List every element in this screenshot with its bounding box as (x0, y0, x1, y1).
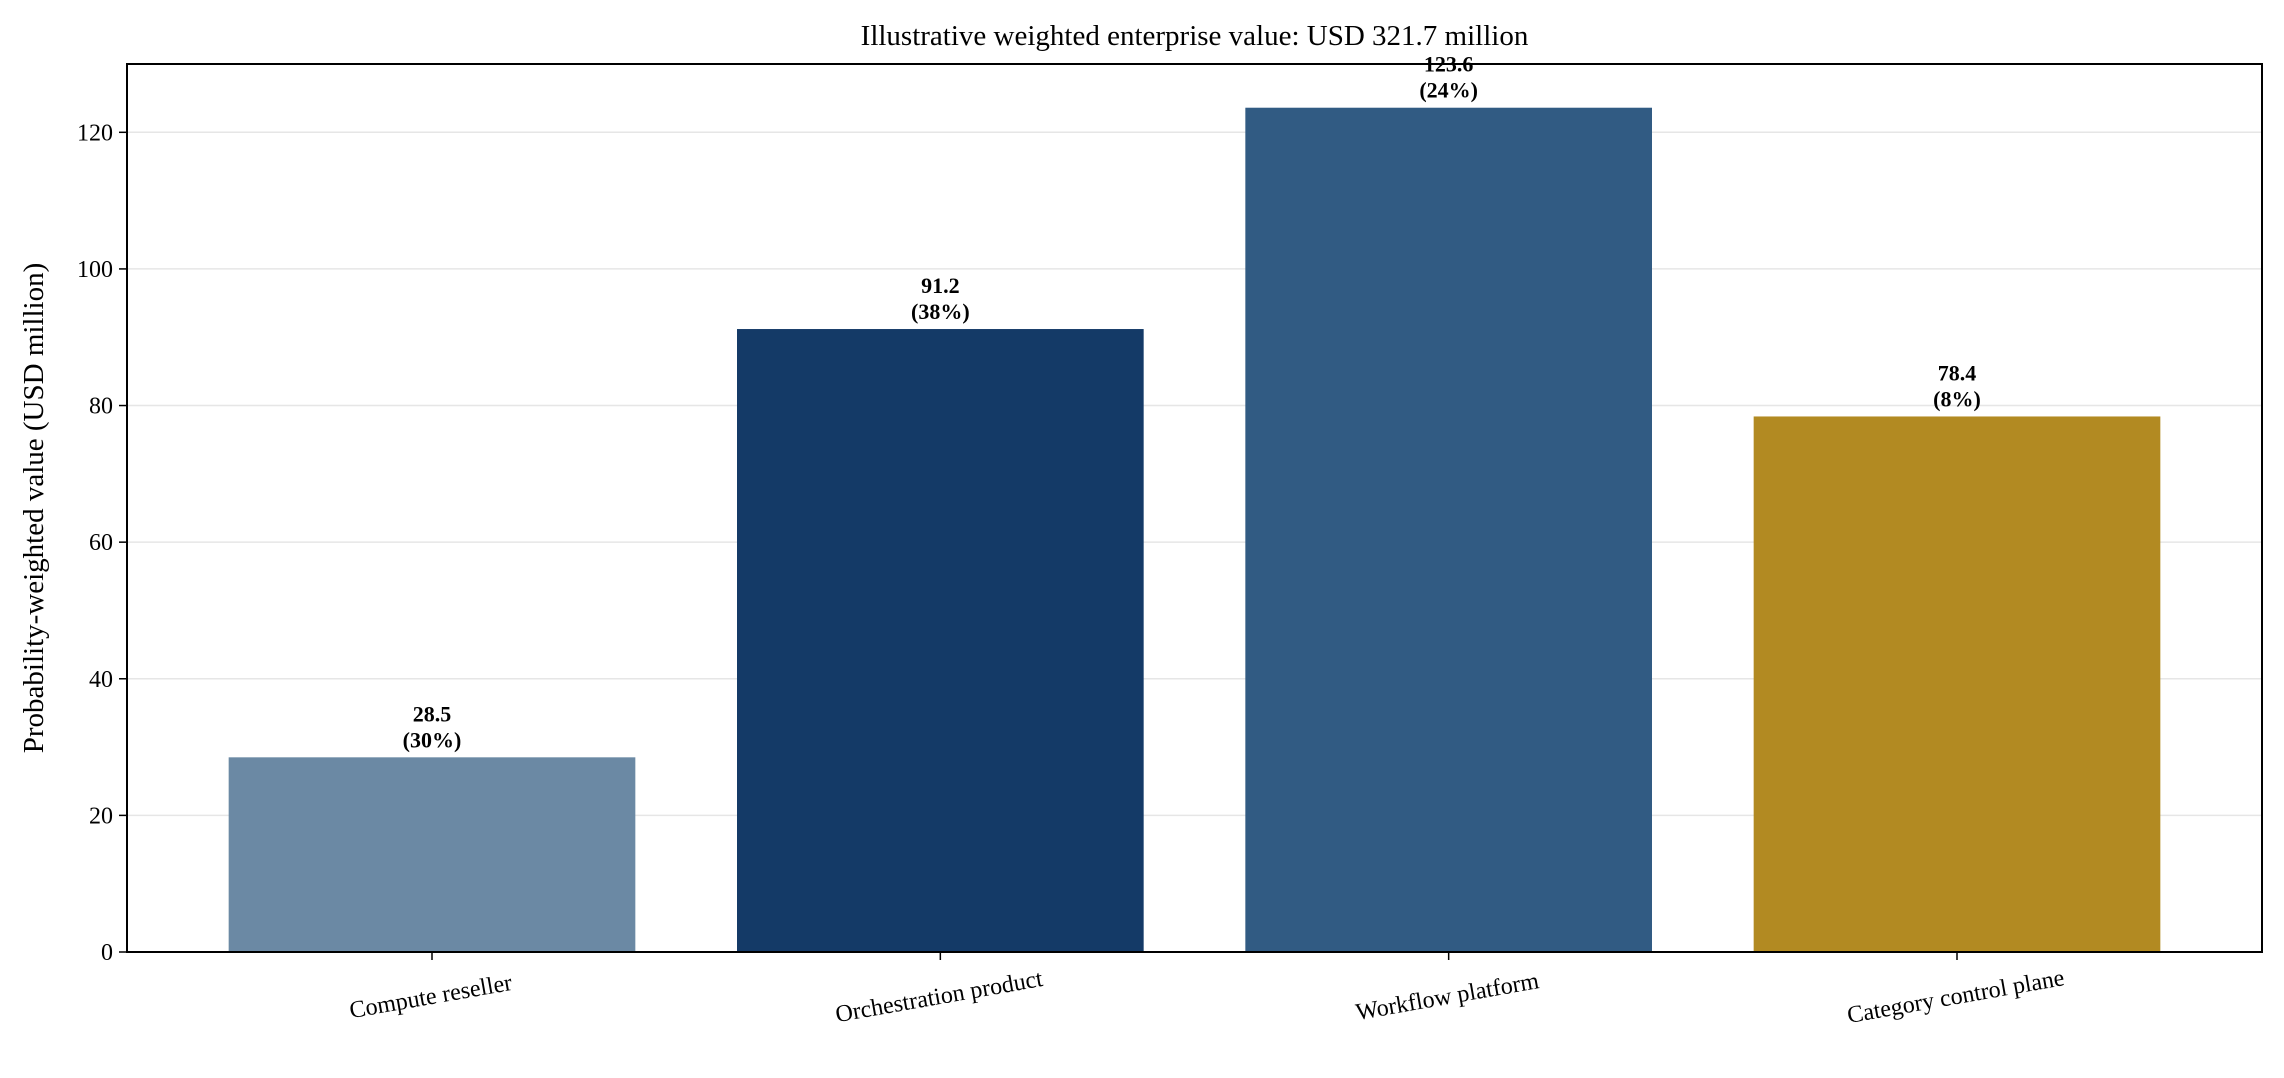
x-tick-label: Compute reseller (347, 970, 514, 1024)
y-axis-title: Probability-weighted value (USD million) (18, 263, 50, 754)
data-label-value: 123.6 (1424, 52, 1474, 77)
chart-title: Illustrative weighted enterprise value: … (861, 20, 1529, 52)
x-tick-label: Category control plane (1845, 965, 2066, 1029)
data-label-share: (38%) (911, 299, 970, 324)
y-tick-label: 100 (77, 257, 113, 283)
plot-frame (126, 63, 2263, 953)
y-axis: 0 20 40 60 80 100 120 (77, 120, 127, 966)
x-axis: Compute reseller Orchestration product Wor… (347, 952, 2066, 1029)
data-label-share: (8%) (1933, 386, 1981, 411)
bar (1753, 416, 2161, 953)
data-label-value: 91.2 (921, 273, 960, 298)
data-label-share: (24%) (1419, 78, 1478, 103)
data-label-value: 28.5 (413, 701, 452, 726)
y-tick-label: 0 (101, 940, 113, 966)
data-label-value: 78.4 (1938, 360, 1977, 385)
x-tick-label: Workflow platform (1354, 968, 1541, 1026)
x-tick-label: Orchestration product (833, 966, 1045, 1028)
y-tick-label: 40 (89, 667, 113, 693)
bar (1245, 107, 1652, 953)
y-tick-label: 120 (77, 120, 113, 146)
data-label-share: (30%) (403, 727, 462, 752)
y-tick-label: 20 (89, 803, 113, 829)
y-tick-label: 60 (89, 530, 113, 556)
bar (737, 329, 1144, 953)
data-labels: 28.5(30%) 91.2(38%) 123.6(24%) 78.4(8%) (403, 52, 1981, 753)
bars (228, 107, 2161, 953)
y-tick-label: 80 (89, 394, 113, 420)
bar (228, 757, 636, 952)
